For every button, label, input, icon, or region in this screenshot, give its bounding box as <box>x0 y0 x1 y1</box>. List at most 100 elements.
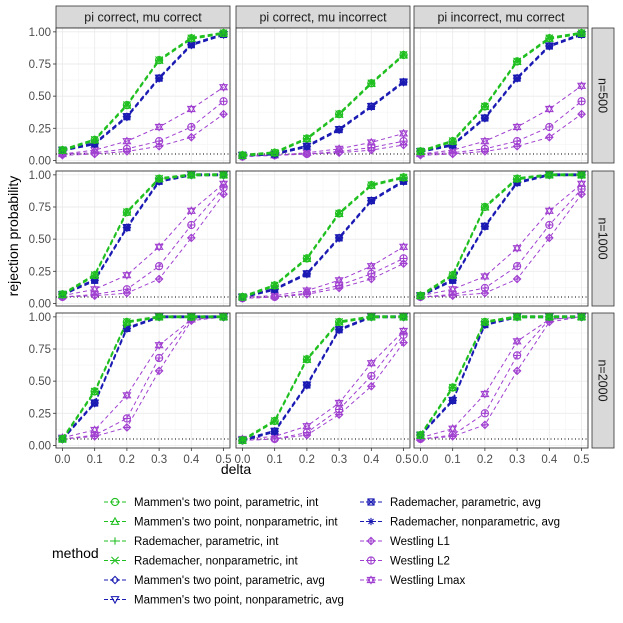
legend-title: method <box>52 545 99 561</box>
point-westling_lmax-2-0-tri-down <box>480 138 490 146</box>
point-westling_lmax-3-0 <box>512 336 522 346</box>
y-tick-label: 0.50 <box>29 376 51 388</box>
point-westling_l2-3-0-plus <box>155 262 163 270</box>
point-green-0-3-cross <box>416 431 425 440</box>
x-tick-label: 0.0 <box>54 454 70 466</box>
legend-item-3: Rademacher, nonparametric, int <box>104 556 298 568</box>
point-westling_l2-3-0-plus <box>513 351 521 360</box>
point-green-2-3-cross <box>302 355 311 364</box>
point-green-2-3-cross <box>122 101 131 110</box>
point-green-1-3 <box>90 271 99 280</box>
point-green-3-3-cross <box>513 312 522 321</box>
legend-key-marker <box>111 556 119 565</box>
point-westling_lmax-4-0-tri-down <box>366 360 376 368</box>
point-westling_lmax-3-0-tri-down <box>334 277 344 285</box>
point-green-2-3-cross <box>122 318 131 326</box>
series-line-blue-0 <box>420 33 582 152</box>
series-green <box>237 312 409 445</box>
series-line-green-1 <box>62 32 224 152</box>
point-westling_l1-4-0 <box>544 233 554 243</box>
point-westling_l2-3-0 <box>512 261 522 271</box>
point-westling_l1-4-0 <box>366 381 376 391</box>
point-westling_l2-2-0-plus <box>481 409 489 417</box>
y-tick-label: 0.25 <box>29 408 51 420</box>
series-line-green-1 <box>62 174 224 296</box>
point-westling_l1-5-0-plus <box>219 110 228 118</box>
point-blue-1-3 <box>271 427 279 435</box>
point-westling_l2-3-0 <box>154 136 164 146</box>
point-green-2-3 <box>480 102 489 111</box>
panel-2-0: 0.00 0.25 0.50 0.75 1.00 0.0 0.1 0.2 0.3 0.4 0.5 <box>29 312 232 466</box>
x-tick-label: 0.4 <box>183 454 200 466</box>
point-westling_l2-2-0 <box>480 283 490 293</box>
point-green-0-3 <box>238 293 247 301</box>
point-green-4-3 <box>367 312 376 321</box>
point-westling_l2-5-0 <box>399 254 408 263</box>
point-green-1-3-cross <box>270 281 279 290</box>
point-westling_l2-4-0 <box>187 122 196 132</box>
point-green-3-3-cross <box>335 110 344 119</box>
series-line-westling_l1 <box>420 193 582 298</box>
point-blue-2-3-star <box>481 114 489 122</box>
y-tick-label: 1.00 <box>29 27 51 39</box>
point-westling_l1-4-0 <box>186 132 196 142</box>
series-line-green-1 <box>242 316 404 442</box>
point-westling_lmax-3-0-tri-down <box>334 145 344 154</box>
point-westling_lmax-2-0 <box>122 390 132 400</box>
point-westling_l2-2-0 <box>480 144 490 154</box>
point-green-5-3-cross <box>219 29 228 38</box>
legend-key-marker <box>110 497 120 507</box>
point-westling_lmax-4-0-tri-down <box>366 263 376 271</box>
panel-frame <box>413 170 589 307</box>
x-tick-label: 0.0 <box>234 454 250 466</box>
point-blue-2-3 <box>481 222 489 230</box>
point-green-3-3 <box>513 57 522 66</box>
point-blue-2-3 <box>303 381 311 389</box>
point-westling_lmax-3-0-tri-down <box>334 399 344 408</box>
point-westling_lmax-3-0-tri-down <box>512 123 522 132</box>
point-westling_l2-3-0 <box>154 353 164 363</box>
legend-label: Mammen's two point, nonparametric, int <box>134 517 338 529</box>
series-line-green-0 <box>61 315 224 439</box>
legend-label: Westling L2 <box>390 556 450 568</box>
point-green-2-3 <box>302 254 311 263</box>
panel-0-1 <box>235 27 411 164</box>
panel-1-1 <box>235 170 411 307</box>
point-green-4-3 <box>545 170 554 179</box>
series-line-westling_l2 <box>420 316 582 440</box>
point-blue-4-3-star <box>367 196 375 205</box>
point-green-5-3-cross <box>399 173 408 182</box>
series-line-blue-1 <box>420 34 582 153</box>
point-westling_l2-3-0 <box>512 136 522 146</box>
y-tick-label: 0.75 <box>29 202 51 214</box>
legend-label: Rademacher, nonparametric, avg <box>390 517 560 529</box>
series-green <box>415 170 587 300</box>
row-strip-label-1: n=1000 <box>596 217 610 259</box>
panel-1-2 <box>413 170 589 307</box>
point-green-1-3-cross <box>90 135 99 144</box>
series-green <box>237 172 409 302</box>
point-green-1-3-cross <box>270 148 279 157</box>
point-green-4-3-cross <box>367 79 376 88</box>
point-blue-3-3 <box>335 326 343 334</box>
point-westling_lmax-5-0-tri-down <box>398 243 409 252</box>
point-blue-2-3-star <box>123 324 131 333</box>
y-tick-label: 1.00 <box>29 170 51 182</box>
point-blue-2-3-star <box>123 223 131 232</box>
point-green-2-3 <box>480 318 489 326</box>
series-line-westling_l1 <box>242 144 404 158</box>
point-green-3-3-cross <box>155 312 164 321</box>
point-green-0-3 <box>416 431 425 440</box>
point-westling_lmax-2-0-tri-down <box>122 392 132 400</box>
point-blue-2-3 <box>123 324 131 333</box>
point-westling_lmax-5-0 <box>398 326 409 336</box>
point-blue-2-3 <box>123 113 131 121</box>
point-westling_lmax-2-0 <box>122 270 132 280</box>
point-blue-1-3 <box>91 399 99 407</box>
point-westling_l1-2-0 <box>122 423 132 432</box>
point-green-0-3 <box>58 435 67 443</box>
legend-key-marker <box>367 517 375 526</box>
point-westling_lmax-3-0-tri-down <box>512 338 522 346</box>
y-tick-label: 0.75 <box>29 59 51 71</box>
series-line-green-0 <box>62 173 224 295</box>
